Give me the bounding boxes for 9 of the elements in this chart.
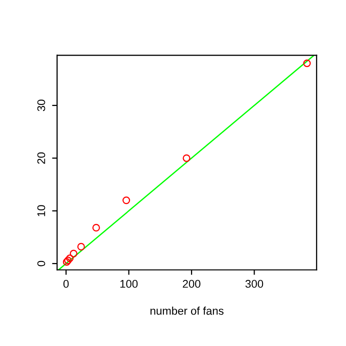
x-tick-label: 300 [245,280,264,288]
y-tick-label: 10 [37,205,46,216]
x-tick-label: 0 [63,280,69,288]
y-tick-label: 0 [37,260,46,266]
x-tick-label: 200 [182,280,200,288]
y-tick-label: 30 [37,100,46,112]
y-tick-label: 20 [37,152,46,164]
x-axis-title: number of fans [150,306,224,315]
x-tick-label: 100 [120,280,138,288]
